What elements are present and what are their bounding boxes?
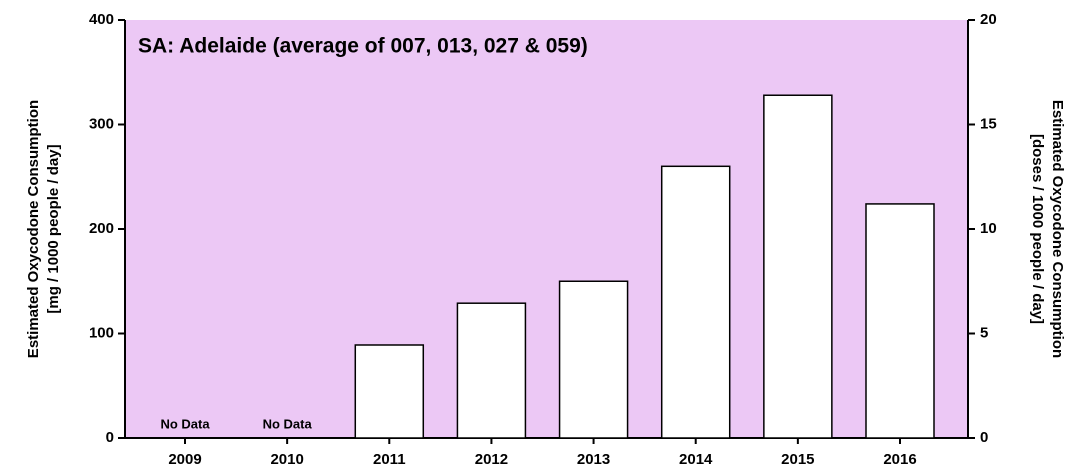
y2-axis-label-line: Estimated Oxycodone Consumption xyxy=(1049,100,1066,358)
x-tick-label: 2010 xyxy=(270,451,303,468)
bar xyxy=(354,344,425,439)
y2-tick-label: 10 xyxy=(980,220,997,237)
y-tick-label: 100 xyxy=(89,324,114,341)
y2-axis-label-line: [doses / 1000 people / day] xyxy=(1029,134,1046,324)
y2-axis-label: Estimated Oxycodone Consumption [doses /… xyxy=(1029,100,1066,358)
x-tick-label: 2015 xyxy=(781,451,814,468)
x-tick-label: 2012 xyxy=(475,451,508,468)
x-tick-label: 2014 xyxy=(679,451,713,468)
y2-tick-label: 15 xyxy=(980,115,997,132)
y2-tick-label: 0 xyxy=(980,429,988,446)
value-label: No Data xyxy=(160,416,210,431)
y-tick-label: 200 xyxy=(89,220,114,237)
x-tick-label: 2011 xyxy=(373,451,406,468)
x-tick-label: 2009 xyxy=(168,451,201,468)
bar xyxy=(558,280,629,439)
y-tick-label: 300 xyxy=(89,115,114,132)
y-tick-label: 400 xyxy=(89,11,114,28)
y-axis-label: Estimated Oxycodone Consumption [mg / 10… xyxy=(25,100,62,358)
y2-tick-label: 5 xyxy=(980,324,988,341)
x-tick-label: 2013 xyxy=(577,451,610,468)
bar xyxy=(763,94,833,439)
y-axis-label-line: Estimated Oxycodone Consumption xyxy=(25,100,42,358)
x-tick-label: 2016 xyxy=(883,451,916,468)
chart-title: SA: Adelaide (average of 007, 013, 027 &… xyxy=(138,35,588,58)
bar xyxy=(865,203,935,439)
y-axis-label-line: [mg / 1000 people / day] xyxy=(45,144,62,313)
bar xyxy=(660,165,731,439)
bar xyxy=(456,302,527,439)
plot-area xyxy=(125,20,968,438)
value-label: No Data xyxy=(263,416,313,431)
y2-tick-label: 20 xyxy=(980,11,997,28)
y-tick-label: 0 xyxy=(106,429,114,446)
